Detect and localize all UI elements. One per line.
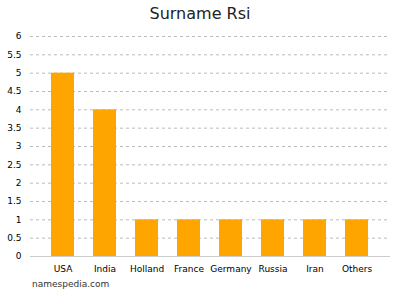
svg-text:Others: Others — [342, 264, 373, 274]
svg-text:USA: USA — [54, 264, 73, 274]
svg-text:India: India — [94, 264, 116, 274]
svg-text:France: France — [174, 264, 204, 274]
svg-text:6: 6 — [16, 31, 22, 41]
svg-text:1: 1 — [16, 215, 22, 225]
svg-text:3: 3 — [16, 141, 22, 151]
svg-text:Russia: Russia — [259, 264, 288, 274]
svg-text:4: 4 — [16, 105, 22, 115]
svg-text:Germany: Germany — [210, 264, 252, 274]
svg-text:Holland: Holland — [130, 264, 164, 274]
svg-text:5: 5 — [16, 68, 22, 78]
html-text:namespedia.com: namespedia.com — [32, 279, 110, 289]
svg-text:1.5: 1.5 — [7, 196, 21, 206]
svg-text:Iran: Iran — [306, 264, 324, 274]
svg-text:5.5: 5.5 — [7, 50, 21, 60]
svg-text:0: 0 — [16, 251, 22, 261]
svg-text:3.5: 3.5 — [7, 123, 21, 133]
svg-text:2: 2 — [16, 178, 22, 188]
svg-text:2.5: 2.5 — [7, 160, 21, 170]
svg-text:4.5: 4.5 — [7, 86, 21, 96]
html-text:Surname Rsi: Surname Rsi — [149, 4, 251, 23]
svg-text:0.5: 0.5 — [7, 233, 21, 243]
